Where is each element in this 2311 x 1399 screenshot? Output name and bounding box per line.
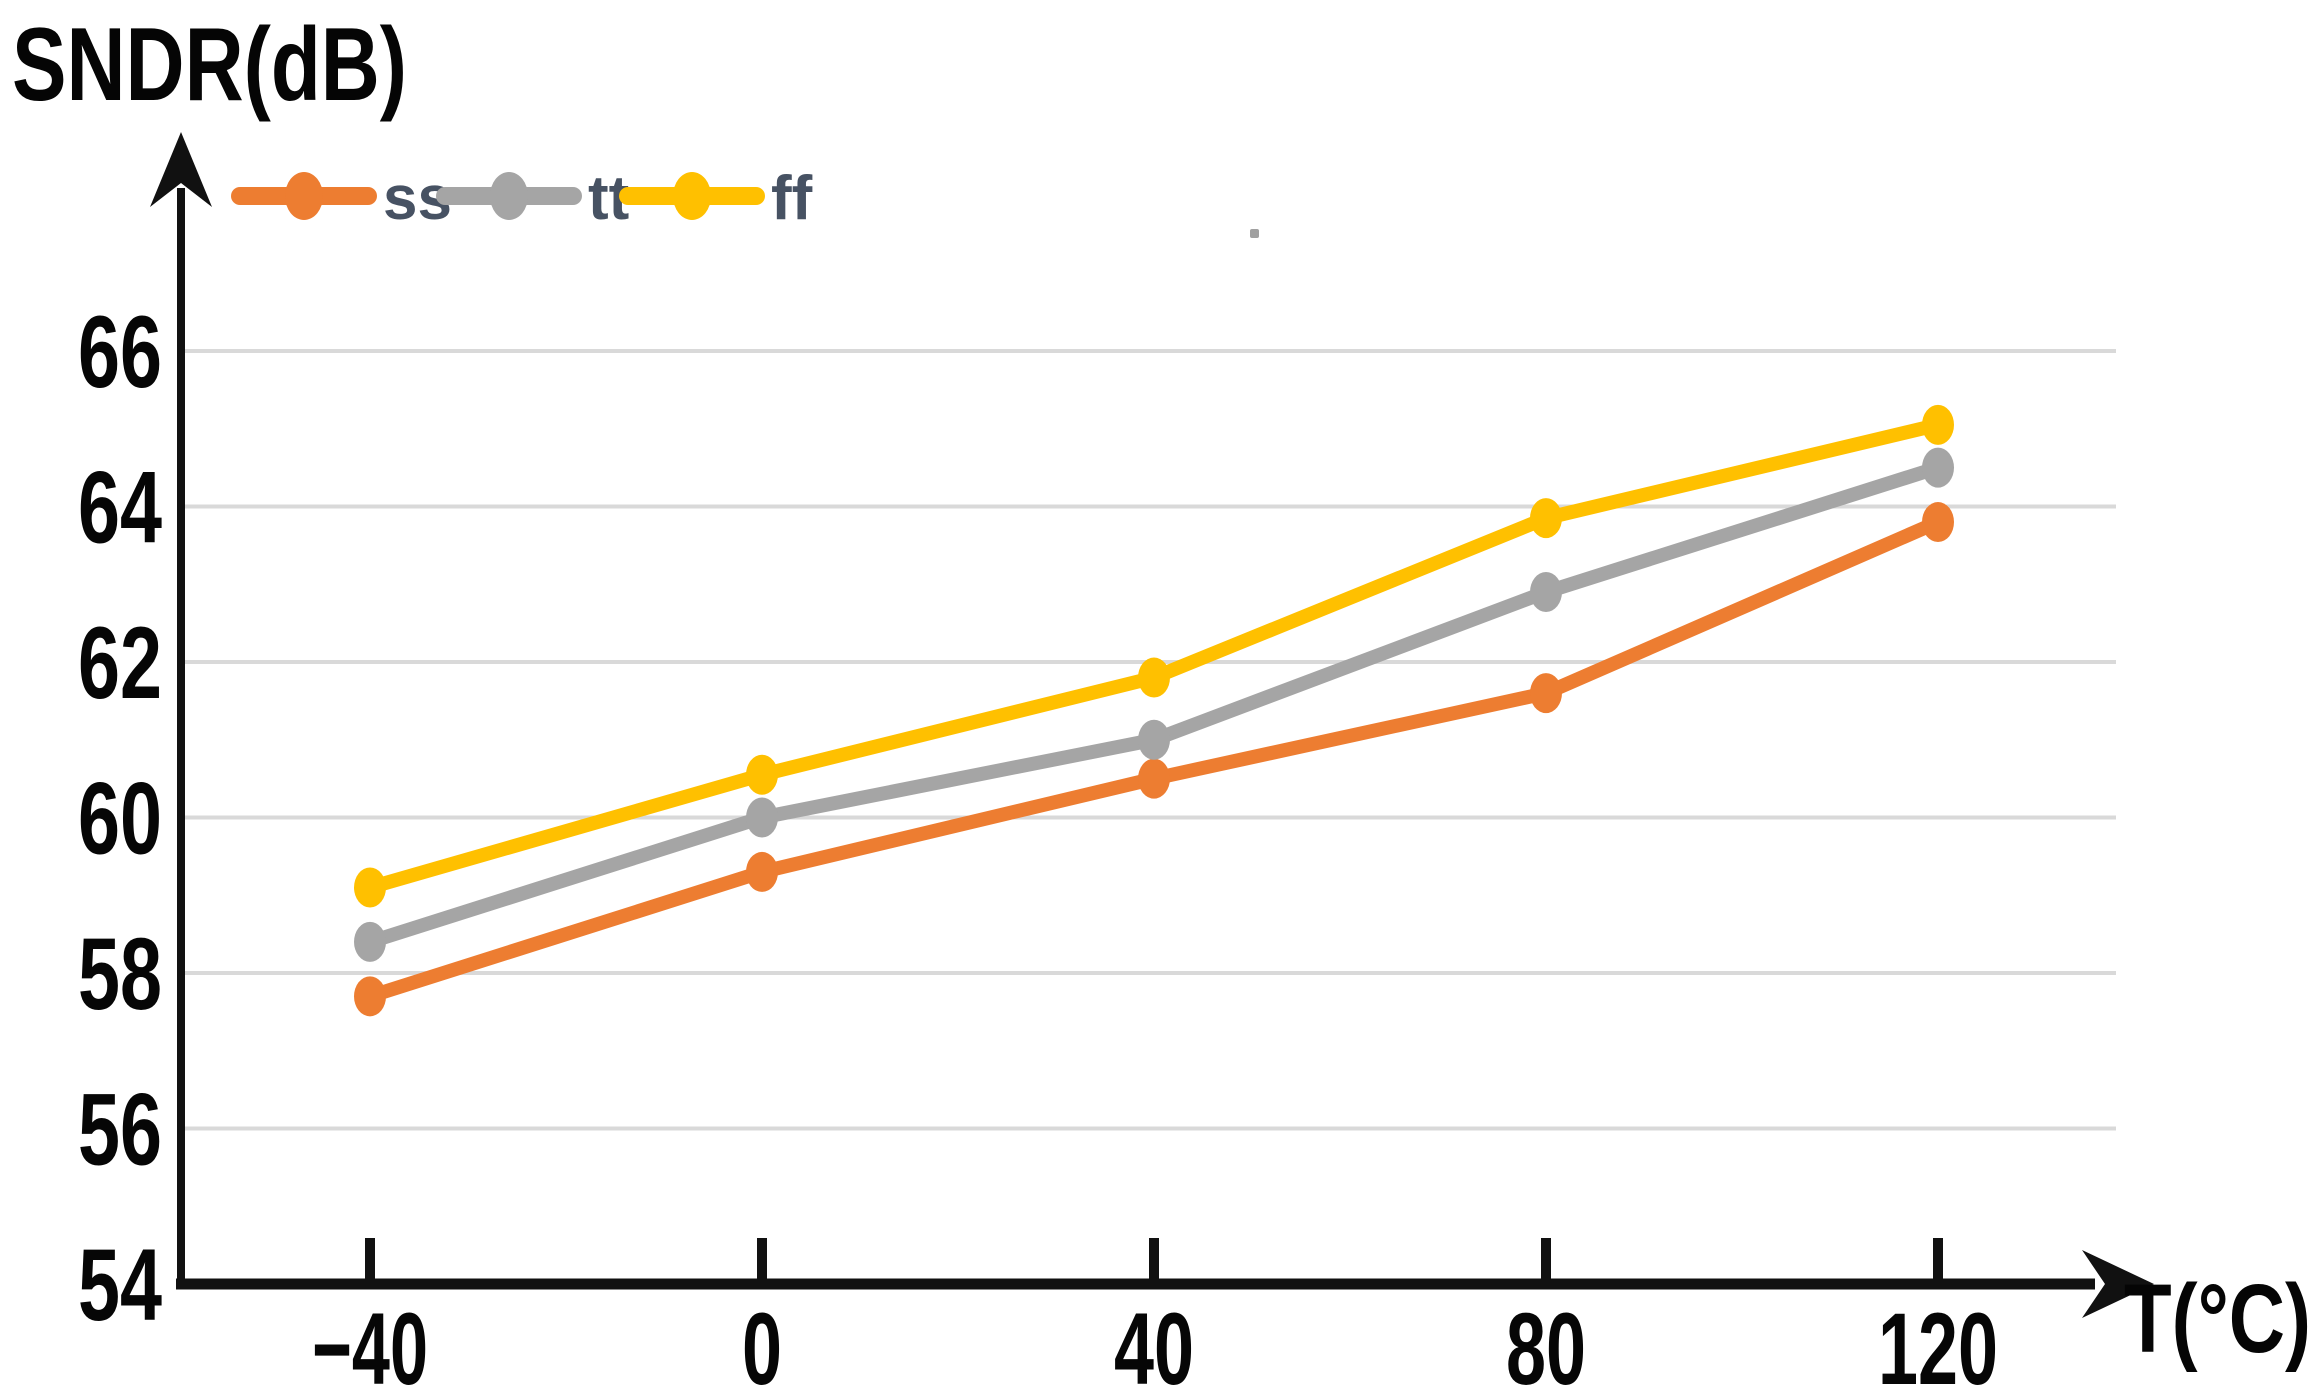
x-axis-label: T(°C) [2124, 1264, 2311, 1373]
y-tick-label-62: 62 [78, 606, 162, 720]
x-axis-arrow-icon [2082, 1250, 2154, 1318]
data-point-tt-0 [746, 797, 778, 838]
y-axis [150, 132, 212, 1289]
x-tick-label--40: −40 [312, 1292, 428, 1399]
legend-marker-dot-ss [285, 172, 323, 220]
x-tick--40 [365, 1238, 375, 1284]
data-point-tt-80 [1530, 572, 1562, 613]
x-axis [176, 1250, 2154, 1318]
stray-dot [1250, 229, 1259, 238]
plot-area: 54 56 58 60 62 64 66 −40 0 40 80 120 ss tt ff [78, 164, 2116, 1399]
x-tick-120 [1933, 1238, 1943, 1284]
x-tick-0 [757, 1238, 767, 1284]
data-point-ff-80 [1530, 498, 1562, 539]
data-point-ss--40 [354, 976, 386, 1017]
data-point-ff-0 [746, 754, 778, 795]
legend-marker-dot-ff [673, 172, 711, 220]
legend-item-tt: tt [436, 164, 629, 233]
data-point-tt--40 [354, 921, 386, 962]
data-point-ss-120 [1922, 502, 1954, 543]
data-point-ff-120 [1922, 404, 1954, 445]
legend-marker-dot-tt [490, 172, 528, 220]
data-point-tt-120 [1922, 447, 1954, 488]
legend-item-ff: ff [619, 164, 813, 233]
y-axis-arrow-icon [150, 132, 212, 207]
y-tick-label-64: 64 [78, 451, 162, 565]
chart-title: SNDR(dB) [12, 7, 407, 123]
y-tick-label-56: 56 [78, 1073, 162, 1187]
y-tick-label-58: 58 [78, 917, 162, 1031]
data-point-ff--40 [354, 867, 386, 908]
x-tick-label-80: 80 [1506, 1292, 1586, 1399]
data-point-ff-40 [1138, 657, 1170, 698]
x-tick-80 [1541, 1238, 1551, 1284]
y-tick-label-66: 66 [78, 295, 162, 409]
y-tick-label-60: 60 [78, 762, 162, 876]
x-tick-label-0: 0 [742, 1292, 782, 1399]
legend-label-ff: ff [771, 164, 813, 233]
data-point-tt-40 [1138, 719, 1170, 760]
legend-item-ss: ss [231, 164, 452, 233]
y-tick-label-54: 54 [78, 1228, 162, 1342]
data-point-ss-0 [746, 851, 778, 892]
x-tick-label-40: 40 [1114, 1292, 1194, 1399]
data-point-ss-80 [1530, 673, 1562, 714]
x-tick-label-120: 120 [1878, 1292, 1998, 1399]
x-tick-40 [1149, 1238, 1159, 1284]
data-point-ss-40 [1138, 758, 1170, 799]
series-line-tt [363, 460, 1945, 949]
